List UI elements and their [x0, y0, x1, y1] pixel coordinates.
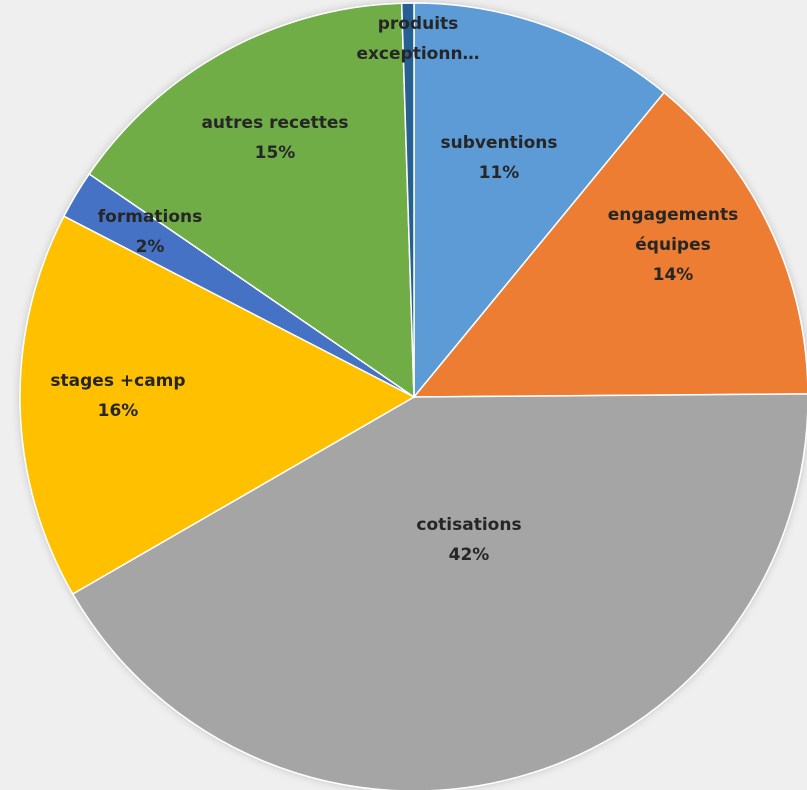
pie-slice-subventions — [413, 2, 666, 400]
slice-label-cotisations: cotisations 42% — [416, 515, 521, 565]
pie-slice-engagements-quipes — [412, 91, 807, 398]
slice-label-formations: formations 2% — [98, 207, 203, 257]
pie-slice-stages-camp — [19, 215, 416, 596]
slice-label-stages-camp: stages +camp 16% — [50, 371, 185, 421]
slice-label-engagements-quipes: engagements équipes 14% — [608, 205, 739, 285]
slices-layer — [19, 2, 807, 790]
slice-label-subventions: subventions 11% — [441, 133, 558, 183]
slice-label-autres-recettes: autres recettes 15% — [201, 113, 348, 163]
labels-layer: subventions 11% engagements équipes 14% cotis… — [50, 14, 738, 565]
pie-slice-produits-exceptionn — [400, 2, 415, 398]
pie-slice-autres-recettes — [88, 2, 415, 399]
pie-slice-cotisations — [71, 393, 807, 790]
slice-label-produits-exceptionn: produits exceptionn… — [356, 14, 479, 64]
